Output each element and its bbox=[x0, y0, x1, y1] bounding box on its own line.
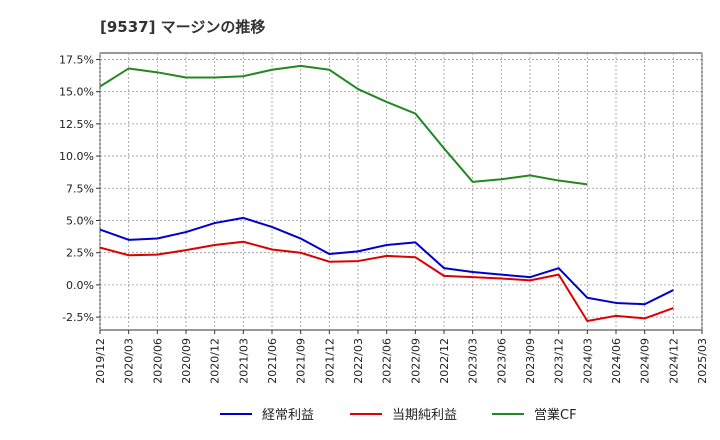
x-tick-label: 2020/12 bbox=[209, 338, 222, 384]
x-tick-label: 2021/12 bbox=[323, 338, 336, 384]
x-tick-label: 2024/12 bbox=[667, 338, 680, 384]
y-tick-label: 2.5% bbox=[66, 247, 94, 260]
x-tick-label: 2024/06 bbox=[610, 338, 623, 384]
x-tick-label: 2022/12 bbox=[438, 338, 451, 384]
x-tick-label: 2023/06 bbox=[495, 338, 508, 384]
x-tick-label: 2023/03 bbox=[467, 338, 480, 384]
y-tick-label: 7.5% bbox=[66, 182, 94, 195]
x-axis: 2019/12 2020/03 2020/06 2020/09 2020/12 2021/… bbox=[94, 330, 709, 384]
x-tick-label: 2022/06 bbox=[381, 338, 394, 384]
x-tick-label: 2022/03 bbox=[352, 338, 365, 384]
y-tick-label: 0.0% bbox=[66, 279, 94, 292]
y-tick-label: -2.5% bbox=[62, 311, 94, 324]
x-tick-label: 2021/03 bbox=[237, 338, 250, 384]
y-tick-label: 5.0% bbox=[66, 214, 94, 227]
legend-label: 当期純利益 bbox=[392, 408, 457, 423]
x-tick-label: 2020/09 bbox=[180, 338, 193, 384]
y-tick-label: 17.5% bbox=[59, 53, 94, 66]
x-tick-label: 2019/12 bbox=[94, 338, 107, 384]
y-tick-label: 12.5% bbox=[59, 118, 94, 131]
x-tick-label: 2025/03 bbox=[696, 338, 709, 384]
series-line bbox=[99, 240, 674, 322]
series-line bbox=[99, 64, 588, 186]
x-tick-label: 2023/12 bbox=[553, 338, 566, 384]
legend: 経常利益 当期純利益 営業CF bbox=[220, 407, 577, 423]
x-tick-label: 2021/06 bbox=[266, 338, 279, 384]
x-tick-label: 2024/09 bbox=[639, 338, 652, 384]
x-tick-label: 2024/03 bbox=[581, 338, 594, 384]
series-lines bbox=[99, 64, 674, 322]
y-axis: 17.5% 15.0% 12.5% 10.0% 7.5% 5.0% 2.5% 0.0% -2.5… bbox=[59, 53, 100, 324]
series-line bbox=[99, 216, 674, 306]
x-tick-label: 2020/03 bbox=[123, 338, 136, 384]
x-tick-label: 2021/09 bbox=[295, 338, 308, 384]
grid-lines bbox=[99, 53, 703, 330]
y-tick-label: 15.0% bbox=[59, 86, 94, 99]
chart-title: [9537] マージンの推移 bbox=[100, 18, 266, 36]
x-tick-label: 2023/09 bbox=[524, 338, 537, 384]
legend-label: 営業CF bbox=[534, 407, 577, 423]
plot-area bbox=[99, 52, 703, 331]
x-tick-label: 2022/09 bbox=[409, 338, 422, 384]
y-tick-label: 10.0% bbox=[59, 150, 94, 163]
x-tick-label: 2020/06 bbox=[151, 338, 164, 384]
legend-label: 経常利益 bbox=[262, 408, 314, 423]
